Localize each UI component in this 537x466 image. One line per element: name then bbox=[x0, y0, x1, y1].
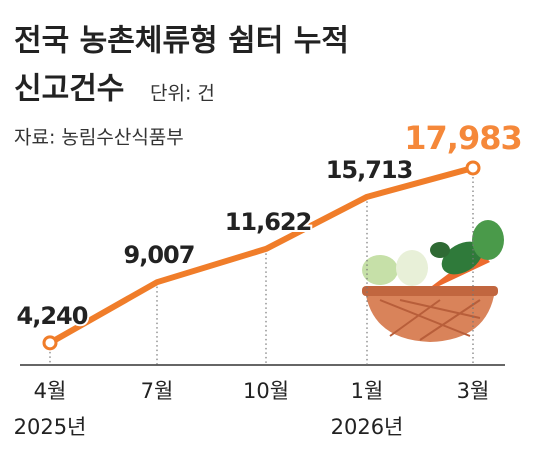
x-tick-label: 10월 bbox=[243, 379, 289, 403]
data-label: 17,983 bbox=[404, 119, 521, 157]
point-marker bbox=[42, 335, 58, 351]
line bbox=[48, 165, 474, 346]
source: 자료: 농림수산식품부 bbox=[14, 127, 184, 149]
x-tick-label: 7월 bbox=[141, 379, 174, 403]
basket-illustration bbox=[362, 220, 504, 342]
chart-title: 신고건수 bbox=[14, 72, 124, 107]
x-year-label: 2025년 bbox=[14, 415, 87, 439]
data-label: 9,007 bbox=[124, 241, 195, 269]
x-tick-label: 3월 bbox=[457, 379, 490, 403]
point-marker bbox=[465, 160, 481, 176]
data-label: 4,240 bbox=[17, 302, 88, 330]
x-year-label: 2026년 bbox=[331, 415, 404, 439]
subtitle: 단위: 건 bbox=[150, 83, 215, 105]
data-label: 15,713 bbox=[326, 156, 413, 184]
data-label: 11,622 bbox=[225, 208, 312, 236]
x-tick-label: 4월 bbox=[34, 379, 67, 403]
chart-title: 전국 농촌체류형 쉼터 누적 bbox=[14, 24, 349, 59]
x-tick-label: 1월 bbox=[351, 379, 384, 403]
